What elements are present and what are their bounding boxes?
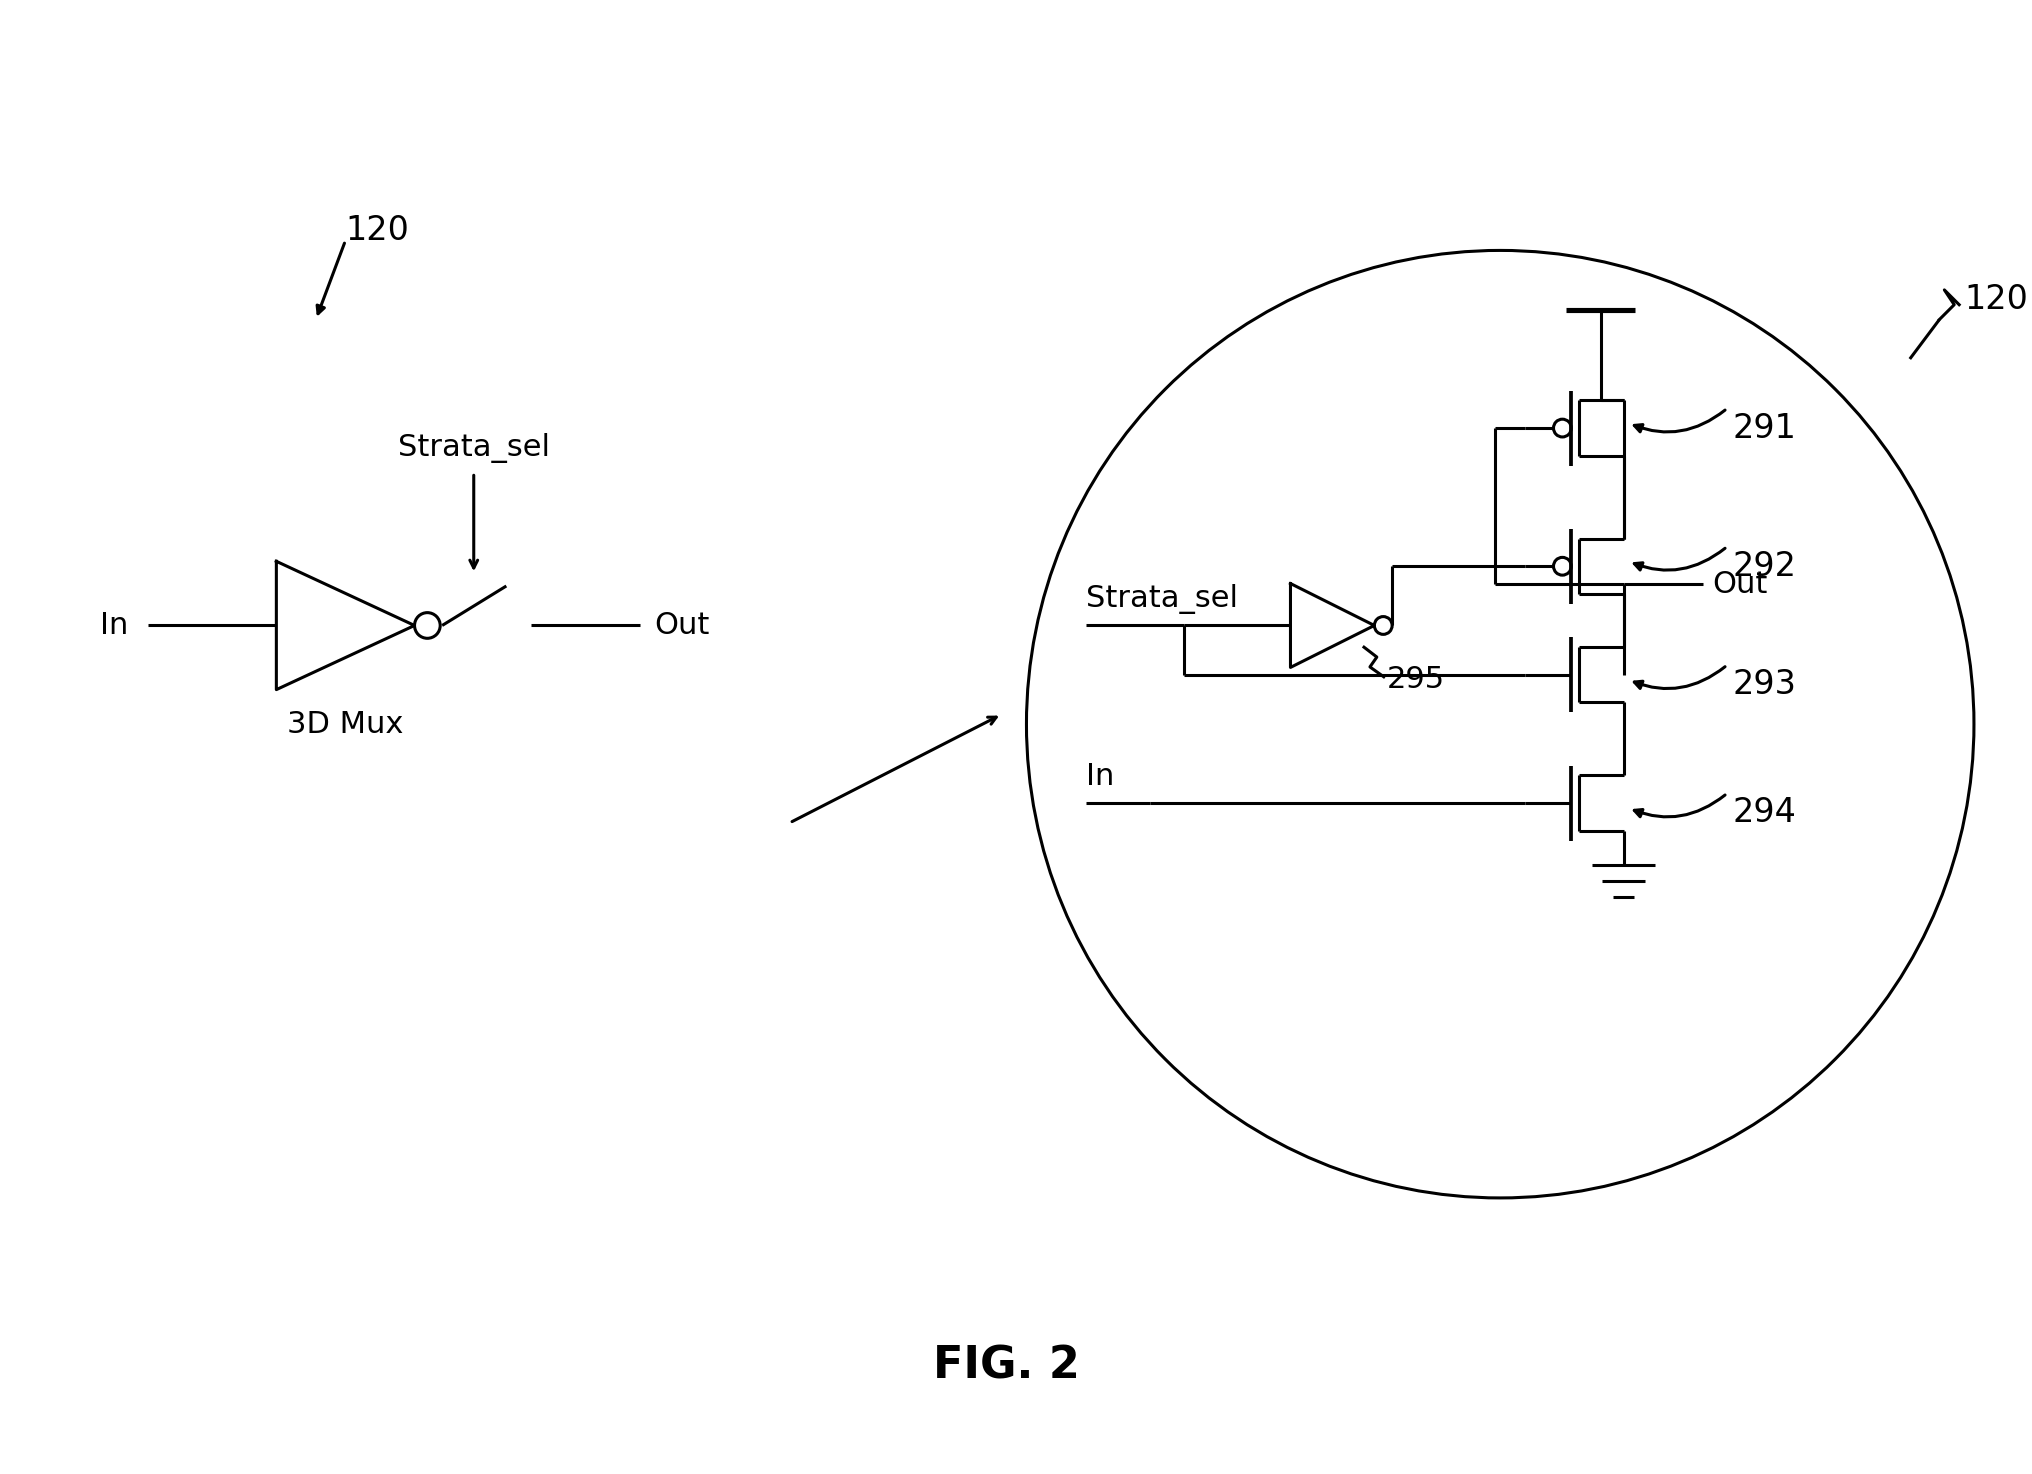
Text: Out: Out bbox=[654, 610, 709, 640]
Text: In: In bbox=[1085, 762, 1114, 792]
Text: Strata_sel: Strata_sel bbox=[1085, 584, 1237, 613]
Text: 295: 295 bbox=[1386, 665, 1445, 694]
Text: 293: 293 bbox=[1731, 668, 1796, 702]
Text: 291: 291 bbox=[1731, 411, 1796, 445]
Text: Strata_sel: Strata_sel bbox=[398, 433, 551, 463]
Text: In: In bbox=[100, 610, 128, 640]
Text: 120: 120 bbox=[1965, 283, 2028, 317]
Text: 294: 294 bbox=[1731, 796, 1796, 830]
Text: 3D Mux: 3D Mux bbox=[287, 709, 404, 738]
Text: 292: 292 bbox=[1731, 550, 1796, 582]
Text: FIG. 2: FIG. 2 bbox=[933, 1344, 1081, 1387]
Text: Out: Out bbox=[1713, 569, 1768, 598]
Text: 120: 120 bbox=[345, 214, 408, 248]
